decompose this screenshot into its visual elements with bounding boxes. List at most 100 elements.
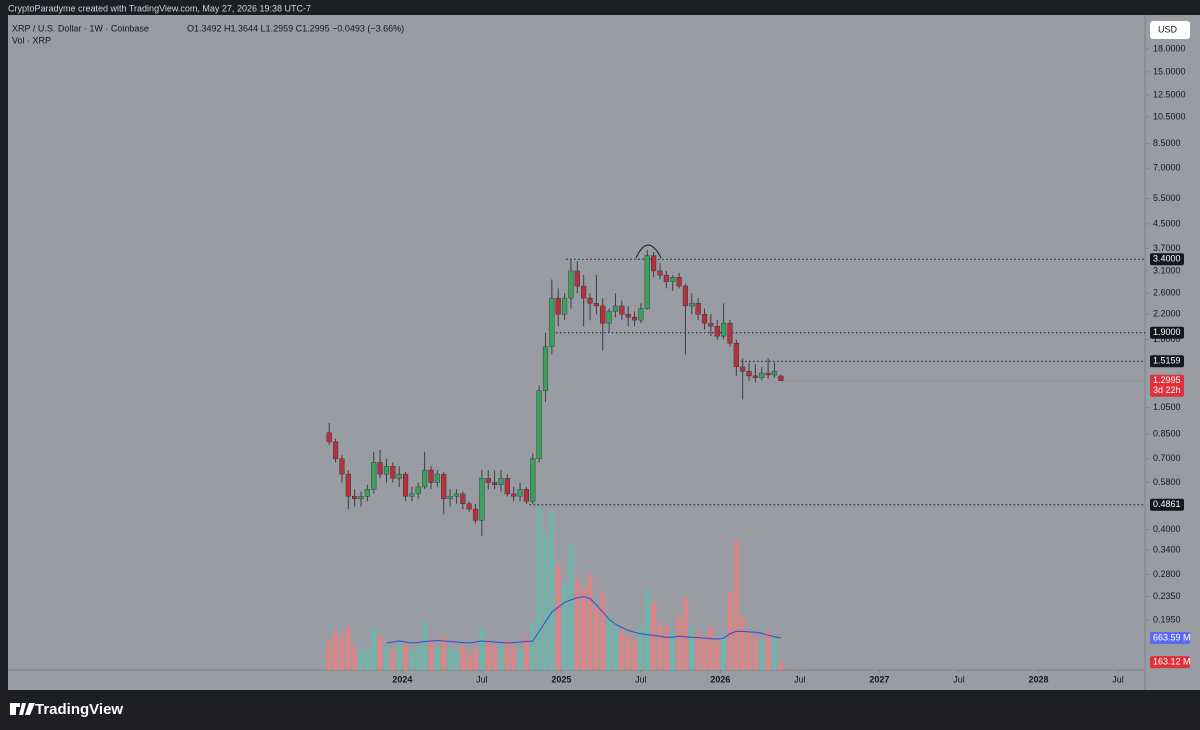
volume-bar xyxy=(714,641,720,670)
candle-body xyxy=(568,270,574,299)
level-label: 1.9000 xyxy=(1153,327,1181,337)
candle-body xyxy=(778,375,784,381)
countdown: 3d 22h xyxy=(1153,385,1181,395)
volume-bar xyxy=(708,626,714,670)
volume-bar xyxy=(454,650,459,670)
credit: CryptoParadyme created with TradingView.… xyxy=(8,3,311,13)
candle-body xyxy=(396,473,402,479)
candle-body xyxy=(536,390,542,459)
candle-body xyxy=(422,469,428,488)
y-tick-label: 2.2000 xyxy=(1153,309,1181,319)
volume-bar xyxy=(562,583,567,670)
volume-bar xyxy=(492,645,497,670)
candle-body xyxy=(542,346,549,391)
candle-body xyxy=(447,496,453,499)
volume-bar xyxy=(651,602,657,670)
candle-body xyxy=(434,473,440,483)
volume-bar xyxy=(702,636,707,670)
candle-body xyxy=(345,473,351,497)
volume-ma-label: 663.59 M xyxy=(1153,632,1191,642)
level-label: 0.4861 xyxy=(1153,499,1181,509)
volume-bar xyxy=(689,626,695,670)
level-label-box xyxy=(1150,326,1184,339)
plot: 18.0000 15.0000 12.5000 10.5000 8.5000 7.0000… xyxy=(326,43,1191,684)
y-tick-label: 8.5000 xyxy=(1153,138,1181,148)
volume-bar xyxy=(428,641,434,670)
candle-body xyxy=(441,473,447,499)
currency-box[interactable] xyxy=(1150,21,1190,39)
logo-icon xyxy=(10,703,35,715)
x-tick-label: 2026 xyxy=(710,674,730,684)
candle-body xyxy=(676,277,682,287)
candle-body xyxy=(581,285,587,299)
volume-bar xyxy=(536,505,542,670)
volume-bar xyxy=(333,631,338,670)
volume-bar xyxy=(339,636,345,670)
volume-bar xyxy=(721,636,726,670)
candle-body xyxy=(612,305,619,312)
volume-bar xyxy=(676,616,682,670)
volume-bar xyxy=(695,631,701,670)
volume-bar xyxy=(511,645,517,670)
volume-bar xyxy=(778,662,784,670)
y-tick-label: 15.0000 xyxy=(1153,66,1186,76)
y-tick-label: 4.5000 xyxy=(1153,218,1181,228)
candle-body xyxy=(708,322,714,327)
volume-bar xyxy=(593,607,599,670)
candle-body xyxy=(689,303,695,307)
volume-bar xyxy=(657,621,663,670)
candle-body xyxy=(651,255,657,272)
legend-symbol: XRP / U.S. Dollar · 1W · Coinbase xyxy=(12,23,149,33)
candle-body xyxy=(561,297,568,315)
plot-background xyxy=(8,15,1200,690)
x-tick-label: 2025 xyxy=(551,674,571,684)
candle-body xyxy=(390,466,396,479)
candle-body xyxy=(644,255,650,309)
candle-body xyxy=(663,274,669,282)
last-price-label: 1.2995 xyxy=(1153,375,1181,385)
x-tick-label: Jul xyxy=(1112,674,1124,684)
x-tick-label: 2027 xyxy=(869,674,889,684)
currency[interactable]: USD xyxy=(1158,24,1178,34)
volume-bar xyxy=(644,587,650,670)
candle-body xyxy=(631,316,638,321)
volume-bar xyxy=(345,626,351,670)
candle-body xyxy=(759,372,765,378)
candle-body xyxy=(492,482,498,485)
candle-body xyxy=(453,493,460,497)
level-label-box xyxy=(1150,355,1184,368)
volume-bar xyxy=(740,616,746,670)
volume-bar xyxy=(517,648,523,670)
candle-body xyxy=(619,305,625,315)
candle-body xyxy=(606,311,612,324)
y-tick-label: 0.4000 xyxy=(1153,524,1181,534)
candle-body xyxy=(555,297,561,315)
volume-bar xyxy=(473,648,478,670)
candle-body xyxy=(358,496,364,499)
candle-body xyxy=(498,478,504,485)
volume-bar xyxy=(606,616,612,670)
candle-body xyxy=(472,508,479,521)
candle-body xyxy=(339,458,345,475)
y-tick-label: 2.6000 xyxy=(1153,288,1181,298)
volume-bar xyxy=(371,626,377,670)
candle-body xyxy=(771,371,778,376)
volume-bar xyxy=(733,539,739,670)
candle-body xyxy=(352,496,358,499)
volume-bar xyxy=(460,645,466,670)
volume-bar xyxy=(727,592,733,670)
y-tick-label: 7.0000 xyxy=(1153,163,1181,173)
candle-body xyxy=(682,285,689,307)
candle-body xyxy=(701,314,708,324)
candle-body xyxy=(460,493,466,504)
volume-bar xyxy=(753,636,758,670)
candle-body xyxy=(752,375,758,378)
volume-bar xyxy=(466,653,472,670)
volume-ma-box xyxy=(1150,631,1190,644)
candle-body xyxy=(523,489,529,502)
candle-body xyxy=(740,366,746,372)
y-tick-label: 0.1950 xyxy=(1153,614,1181,624)
level-label-box xyxy=(1150,498,1184,511)
volume-last-box xyxy=(1150,656,1190,669)
volume-bar xyxy=(384,645,389,670)
